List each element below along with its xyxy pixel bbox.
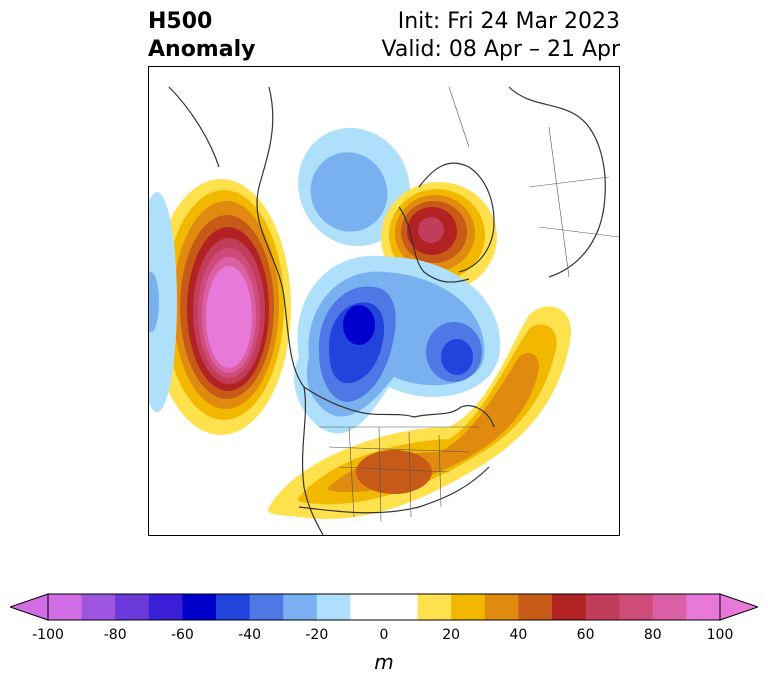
colorbar-units: m — [374, 650, 394, 674]
colorbar-segment — [451, 594, 486, 620]
colorbar-extend-high — [719, 593, 758, 621]
colorbar-tick-label: 40 — [509, 627, 528, 643]
colorbar-segment — [686, 594, 721, 620]
colorbar-segment — [619, 594, 654, 620]
negative-anomaly-siberia — [298, 127, 410, 247]
colorbar-segment — [48, 594, 83, 620]
colorbar-segment — [81, 594, 116, 620]
title-left: H500 Anomaly — [148, 8, 255, 64]
title-right: Init: Fri 24 Mar 2023 Valid: 08 Apr – 21… — [382, 8, 621, 64]
colorbar-segment — [417, 594, 452, 620]
negative-anomaly-canada-arctic — [294, 255, 501, 434]
colorbar-segment — [652, 594, 687, 620]
colorbar-tick-label: 80 — [643, 627, 662, 643]
colorbar-tick-label: -100 — [32, 627, 64, 643]
colorbar-tick-label: 20 — [442, 627, 461, 643]
colorbar-segment — [283, 594, 318, 620]
colorbar-segment — [115, 594, 150, 620]
colorbar-tick-label: -60 — [170, 627, 194, 643]
colorbar-segment — [585, 594, 620, 620]
colorbar-extend-low — [10, 593, 49, 621]
colorbar-tick-label: -80 — [103, 627, 127, 643]
colorbar-segment — [216, 594, 251, 620]
title-field: H500 — [148, 9, 213, 34]
title-type: Anomaly — [148, 37, 256, 62]
colorbar-segment — [484, 594, 519, 620]
colorbar-outline — [47, 593, 721, 621]
positive-anomaly-eastern-us-atlantic — [268, 306, 571, 519]
init-date: Init: Fri 24 Mar 2023 — [397, 9, 620, 34]
negative-anomaly-west-edge — [149, 192, 177, 412]
borders — [319, 86, 619, 523]
colorbar-segment — [384, 594, 419, 620]
colorbar-tick-label: -40 — [238, 627, 262, 643]
colorbar-tick-label: 0 — [379, 627, 389, 643]
colorbar-segment — [316, 594, 351, 620]
colorbar-segment — [518, 594, 553, 620]
valid-range: Valid: 08 Apr – 21 Apr — [381, 37, 621, 62]
colorbar-segment — [148, 594, 183, 620]
colorbar-tick-label: 60 — [576, 627, 595, 643]
anomaly-map — [149, 86, 619, 535]
coastlines — [168, 86, 606, 535]
colorbar-segment — [350, 594, 385, 620]
colorbar-tick-label: 100 — [706, 627, 734, 643]
positive-anomaly-alaska-pacific — [151, 179, 291, 435]
colorbar-segment — [552, 594, 587, 620]
colorbar — [10, 593, 758, 621]
colorbar-segment — [182, 594, 217, 620]
colorbar-tick-label: -20 — [305, 627, 329, 643]
colorbar-segment — [249, 594, 284, 620]
map-panel — [148, 66, 620, 536]
